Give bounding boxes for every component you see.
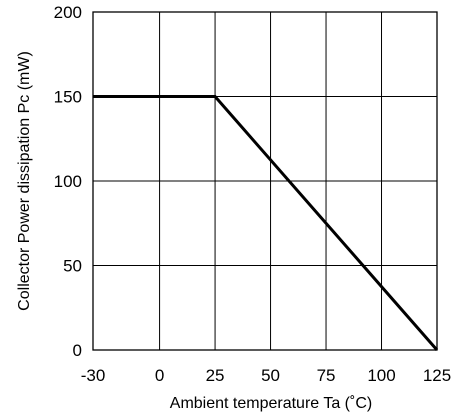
y-axis-label: Collector Power dissipation Pc (mW): [16, 51, 33, 311]
y-tick-label: 100: [54, 172, 82, 191]
grid-lines: [93, 12, 437, 350]
x-tick-label: 50: [261, 366, 280, 385]
series-line: [93, 95, 439, 351]
y-tick-label: 200: [54, 3, 82, 22]
y-tick-labels: 0 50 100 150 200: [54, 3, 82, 360]
x-axis-label: Ambient temperature Ta (˚C): [170, 395, 372, 412]
x-tick-label: 25: [206, 366, 225, 385]
x-tick-labels: -30 0 25 50 75 100 125: [81, 366, 451, 385]
x-tick-label: 0: [155, 366, 164, 385]
plot-frame: [92, 11, 438, 351]
x-tick-label: 125: [423, 366, 451, 385]
y-tick-label: 0: [73, 341, 82, 360]
y-tick-label: 150: [54, 88, 82, 107]
x-tick-label: 100: [367, 366, 395, 385]
y-tick-label: 50: [63, 257, 82, 276]
x-tick-label: -30: [81, 366, 106, 385]
x-tick-label: 75: [317, 366, 336, 385]
